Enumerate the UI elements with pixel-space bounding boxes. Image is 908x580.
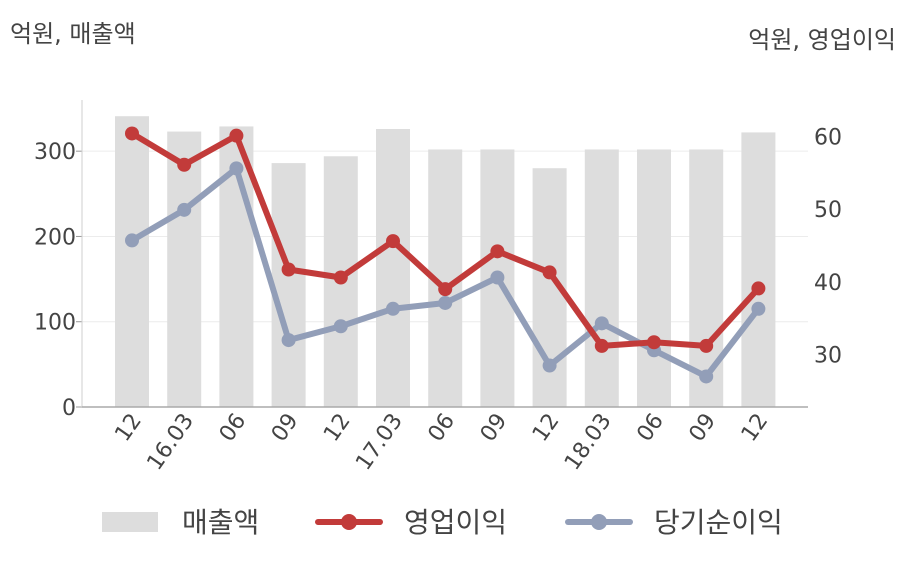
x-tick-label: 06: [215, 409, 252, 446]
line-series: [125, 126, 766, 384]
bar-매출액: [584, 149, 619, 407]
point-당기순이익: [333, 319, 348, 334]
legend-swatch-매출액: [102, 512, 158, 532]
legend-marker-당기순이익: [591, 514, 607, 530]
point-당기순이익: [594, 316, 609, 331]
point-영업이익: [281, 262, 296, 277]
x-tick-label: 18.03: [560, 409, 617, 475]
point-당기순이익: [490, 270, 505, 285]
legend-label-당기순이익: 당기순이익: [654, 506, 783, 539]
y-left-tick-label: 200: [34, 225, 76, 250]
legend-marker-영업이익: [341, 514, 357, 530]
bar-매출액: [741, 132, 776, 407]
right-axis-unit-label: 억원, 영업이익: [748, 26, 896, 54]
point-영업이익: [542, 265, 557, 280]
bar-매출액: [167, 131, 202, 407]
x-tick-label: 06: [424, 409, 461, 446]
point-영업이익: [751, 281, 766, 296]
y-left-tick-label: 100: [34, 311, 76, 336]
point-당기순이익: [751, 301, 766, 316]
point-당기순이익: [438, 295, 453, 310]
x-tick-label: 09: [267, 409, 304, 446]
point-영업이익: [125, 126, 139, 141]
x-tick-label: 06: [632, 409, 669, 446]
point-영업이익: [386, 234, 400, 249]
legend: 매출액 영업이익 당기순이익: [102, 506, 783, 539]
y-left-tick-label: 0: [62, 396, 76, 421]
bar-매출액: [637, 149, 671, 407]
x-tick-label: 12: [737, 409, 774, 446]
bar-매출액: [271, 163, 306, 407]
point-영업이익: [594, 338, 609, 353]
point-영업이익: [699, 338, 714, 353]
point-영업이익: [177, 157, 192, 172]
point-당기순이익: [229, 161, 244, 176]
left-axis-unit-label: 억원, 매출액: [10, 20, 136, 48]
x-tick-label: 09: [476, 409, 513, 446]
x-tick-label: 17.03: [351, 409, 408, 475]
x-tick-label: 12: [319, 409, 356, 446]
point-당기순이익: [177, 202, 192, 217]
x-tick-label: 12: [110, 409, 147, 446]
legend-label-매출액: 매출액: [182, 506, 259, 539]
x-tick-label: 09: [685, 409, 722, 446]
point-당기순이익: [386, 301, 400, 316]
point-당기순이익: [542, 358, 557, 373]
x-tick-label: 16.03: [143, 409, 200, 475]
point-영업이익: [647, 335, 661, 350]
legend-label-영업이익: 영업이익: [404, 506, 507, 539]
y-right-tick-label: 40: [814, 271, 842, 296]
bar-매출액: [376, 128, 410, 407]
point-영업이익: [229, 128, 244, 143]
point-영업이익: [333, 270, 348, 285]
bar-매출액: [115, 116, 149, 408]
x-tick-label: 12: [528, 409, 565, 446]
y-right-tick-label: 60: [814, 125, 842, 150]
point-당기순이익: [125, 233, 139, 248]
point-영업이익: [490, 244, 505, 259]
y-right-tick-label: 50: [814, 198, 842, 223]
bar-series: [115, 116, 776, 408]
y-right-tick-label: 30: [814, 344, 842, 369]
point-당기순이익: [281, 333, 296, 348]
point-당기순이익: [699, 369, 714, 384]
point-영업이익: [438, 282, 453, 297]
y-left-tick-label: 300: [34, 140, 76, 165]
